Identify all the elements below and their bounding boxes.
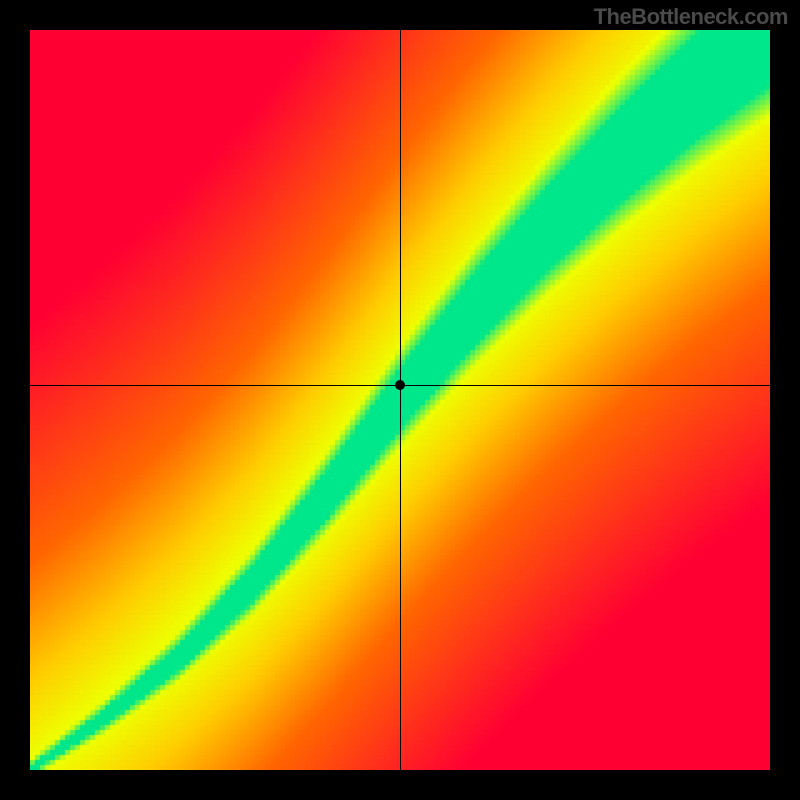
watermark-text: TheBottleneck.com [594, 4, 788, 30]
crosshair-vertical [400, 30, 401, 770]
chart-container: TheBottleneck.com [0, 0, 800, 800]
crosshair-marker [395, 380, 405, 390]
plot-area [30, 30, 770, 770]
